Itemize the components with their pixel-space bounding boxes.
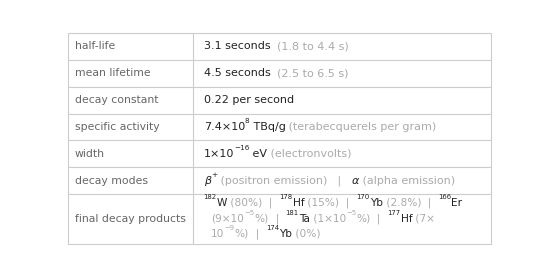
Text: 178: 178 [280, 194, 293, 200]
Text: −5: −5 [346, 210, 356, 216]
Text: 7.4×10: 7.4×10 [204, 122, 245, 132]
Text: −16: −16 [234, 145, 250, 151]
Text: |: | [249, 229, 266, 239]
Text: 181: 181 [286, 210, 299, 216]
Text: decay modes: decay modes [75, 176, 147, 186]
Text: 10: 10 [211, 229, 224, 239]
Text: Ta: Ta [299, 214, 310, 224]
Text: width: width [75, 149, 105, 159]
Text: decay constant: decay constant [75, 95, 158, 105]
Text: 170: 170 [357, 194, 370, 200]
Text: W: W [217, 198, 227, 208]
Text: TBq/g: TBq/g [250, 122, 286, 132]
Text: (0%): (0%) [292, 229, 321, 239]
Text: −5: −5 [244, 210, 254, 216]
Text: α: α [352, 176, 359, 186]
Text: 1×10: 1×10 [204, 149, 234, 159]
Text: %): %) [235, 229, 249, 239]
Text: %): %) [356, 214, 370, 224]
Text: (2.5 to 6.5 s): (2.5 to 6.5 s) [270, 68, 349, 78]
Text: Er: Er [452, 198, 462, 208]
Text: (1.8 to 4.4 s): (1.8 to 4.4 s) [270, 41, 349, 51]
Text: mean lifetime: mean lifetime [75, 68, 150, 78]
Text: (positron emission): (positron emission) [217, 176, 327, 186]
Text: |: | [339, 197, 357, 208]
Text: (1×10: (1×10 [310, 214, 346, 224]
Text: %): %) [254, 214, 269, 224]
Text: Yb: Yb [279, 229, 292, 239]
Text: 0.22 per second: 0.22 per second [204, 95, 294, 105]
Text: Yb: Yb [370, 198, 383, 208]
Text: |: | [263, 197, 280, 208]
Text: |: | [269, 214, 286, 224]
Text: 4.5 seconds: 4.5 seconds [204, 68, 270, 78]
Text: |: | [421, 197, 438, 208]
Text: 3.1 seconds: 3.1 seconds [204, 41, 270, 51]
Text: (2.8%): (2.8%) [383, 198, 421, 208]
Text: 177: 177 [388, 210, 401, 216]
Text: (electronvolts): (electronvolts) [268, 149, 352, 159]
Text: (9×10: (9×10 [211, 214, 244, 224]
Text: (80%): (80%) [227, 198, 263, 208]
Text: half-life: half-life [75, 41, 115, 51]
Text: β: β [204, 176, 211, 186]
Text: specific activity: specific activity [75, 122, 159, 132]
Text: |: | [370, 214, 388, 224]
Text: +: + [211, 172, 217, 178]
Text: (alpha emission): (alpha emission) [359, 176, 455, 186]
Text: final decay products: final decay products [75, 214, 186, 224]
Text: −9: −9 [224, 225, 235, 231]
Text: 174: 174 [266, 225, 279, 231]
Text: eV: eV [250, 149, 268, 159]
Text: 166: 166 [438, 194, 452, 200]
Text: Hf: Hf [401, 214, 412, 224]
Text: (7×: (7× [412, 214, 435, 224]
Text: Hf: Hf [293, 198, 304, 208]
Text: |: | [327, 175, 352, 186]
Text: 8: 8 [245, 118, 250, 124]
Text: 182: 182 [204, 194, 217, 200]
Text: (terabecquerels per gram): (terabecquerels per gram) [286, 122, 437, 132]
Text: (15%): (15%) [304, 198, 339, 208]
